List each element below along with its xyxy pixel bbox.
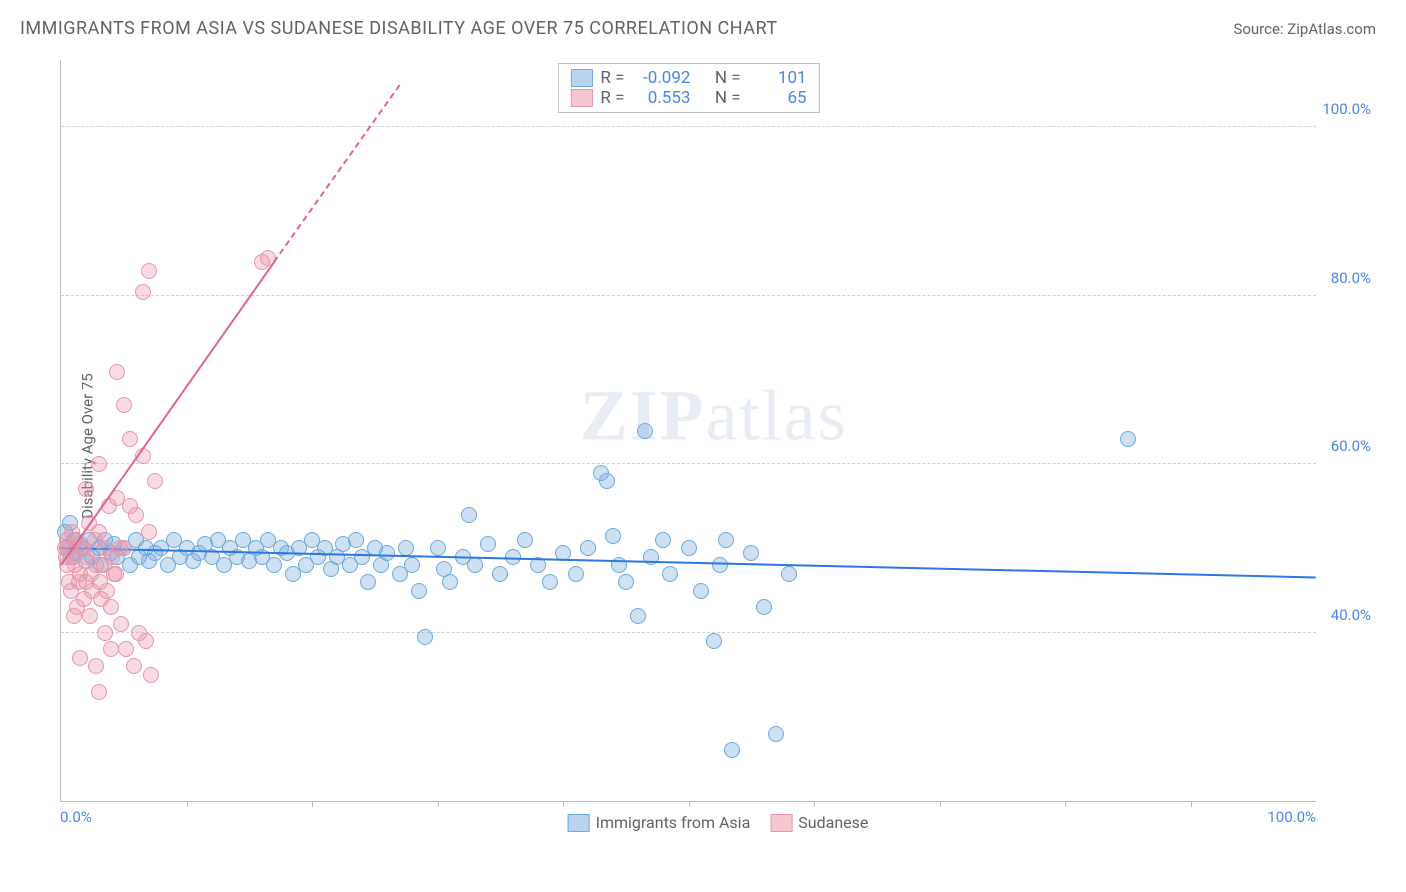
y-tick-label: 40.0%	[1331, 606, 1371, 624]
data-point	[781, 566, 797, 582]
data-point	[112, 540, 128, 556]
legend-swatch	[568, 814, 590, 832]
data-point	[103, 599, 119, 615]
data-point	[348, 532, 364, 548]
series-legend: Immigrants from Asia Sudanese	[568, 813, 869, 832]
y-tick-label: 100.0%	[1322, 100, 1371, 118]
data-point	[442, 574, 458, 590]
data-point	[143, 667, 159, 683]
data-point	[113, 616, 129, 632]
data-point	[480, 536, 496, 552]
chart-title: IMMIGRANTS FROM ASIA VS SUDANESE DISABIL…	[20, 18, 778, 39]
data-point	[87, 532, 103, 548]
data-point	[724, 742, 740, 758]
data-point	[116, 397, 132, 413]
x-axis-max-label: 100.0%	[1267, 808, 1316, 826]
data-point	[266, 557, 282, 573]
correlation-legend: R =-0.092 N =101R =0.553 N =65	[557, 63, 819, 113]
data-point	[76, 591, 92, 607]
gridline-horizontal	[61, 126, 1316, 127]
data-point	[78, 481, 94, 497]
data-point	[108, 566, 124, 582]
x-axis-min-label: 0.0%	[60, 808, 92, 826]
data-point	[630, 608, 646, 624]
data-point	[126, 658, 142, 674]
data-point	[79, 549, 95, 565]
data-point	[141, 263, 157, 279]
data-point	[467, 557, 483, 573]
data-point	[637, 423, 653, 439]
y-tick-label: 60.0%	[1331, 437, 1371, 455]
data-point	[360, 574, 376, 590]
trend-line	[60, 262, 275, 566]
data-point	[118, 641, 134, 657]
data-point	[542, 574, 558, 590]
data-point	[99, 583, 115, 599]
data-point	[599, 473, 615, 489]
data-point	[517, 532, 533, 548]
legend-item: Immigrants from Asia	[568, 813, 751, 832]
data-point	[128, 507, 144, 523]
data-point	[712, 557, 728, 573]
data-point	[411, 583, 427, 599]
data-point	[693, 583, 709, 599]
legend-swatch	[570, 89, 592, 107]
data-point	[568, 566, 584, 582]
data-point	[88, 658, 104, 674]
data-point	[756, 599, 772, 615]
source-link[interactable]: ZipAtlas.com	[1287, 20, 1376, 38]
data-point	[605, 528, 621, 544]
data-point	[91, 456, 107, 472]
data-point	[768, 726, 784, 742]
data-point	[147, 473, 163, 489]
data-point	[72, 650, 88, 666]
correlation-chart: Disability Age Over 75 ZIPatlas R =-0.09…	[60, 60, 1376, 832]
data-point	[135, 284, 151, 300]
data-point	[404, 557, 420, 573]
source-attribution: Source: ZipAtlas.com	[1233, 20, 1376, 38]
data-point	[97, 625, 113, 641]
gridline-horizontal	[61, 632, 1316, 633]
data-point	[1120, 431, 1136, 447]
data-point	[580, 540, 596, 556]
data-point	[662, 566, 678, 582]
trend-line	[274, 85, 401, 263]
legend-row: R =0.553 N =65	[570, 88, 806, 108]
data-point	[141, 524, 157, 540]
data-point	[379, 545, 395, 561]
gridline-horizontal	[61, 463, 1316, 464]
data-point	[82, 608, 98, 624]
data-point	[492, 566, 508, 582]
watermark: ZIPatlas	[580, 374, 848, 457]
legend-swatch	[770, 814, 792, 832]
data-point	[430, 540, 446, 556]
y-tick-label: 80.0%	[1331, 269, 1371, 287]
legend-item: Sudanese	[770, 813, 868, 832]
data-point	[461, 507, 477, 523]
plot-area: ZIPatlas R =-0.092 N =101R =0.553 N =65 …	[60, 60, 1316, 802]
data-point	[743, 545, 759, 561]
data-point	[138, 633, 154, 649]
data-point	[706, 633, 722, 649]
data-point	[109, 364, 125, 380]
data-point	[681, 540, 697, 556]
data-point	[417, 629, 433, 645]
legend-swatch	[570, 69, 592, 87]
data-point	[91, 684, 107, 700]
data-point	[122, 431, 138, 447]
legend-row: R =-0.092 N =101	[570, 68, 806, 88]
data-point	[718, 532, 734, 548]
data-point	[655, 532, 671, 548]
data-point	[103, 641, 119, 657]
data-point	[618, 574, 634, 590]
